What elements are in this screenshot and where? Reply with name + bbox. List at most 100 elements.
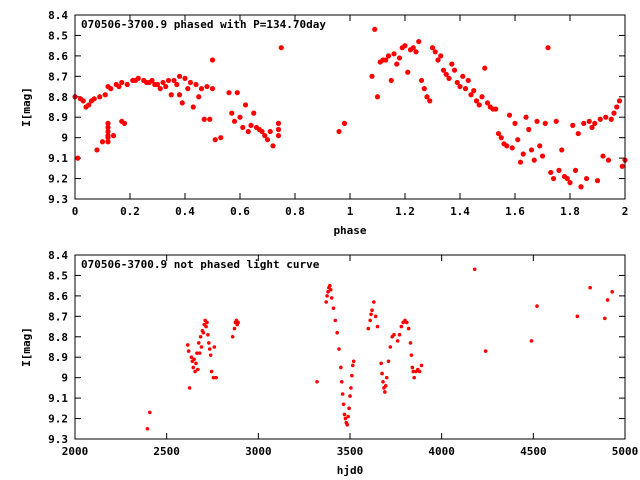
data-point — [201, 116, 207, 122]
x-tick-label: 2500 — [153, 445, 180, 458]
data-point — [97, 94, 103, 100]
data-point — [493, 106, 499, 112]
unphased-chart-frame — [74, 254, 626, 440]
y-tick-label: 9.2 — [48, 413, 68, 426]
data-point — [351, 359, 356, 364]
data-point — [346, 414, 350, 419]
data-point — [124, 81, 130, 88]
x-tick-label: 0 — [72, 205, 79, 218]
data-point — [451, 67, 458, 73]
data-point — [586, 118, 592, 124]
data-point — [231, 118, 238, 124]
data-point — [572, 167, 579, 173]
data-point — [196, 367, 200, 372]
data-point — [559, 147, 565, 153]
data-point — [209, 57, 216, 63]
data-point — [212, 137, 218, 143]
y-tick-label: 8.9 — [48, 351, 68, 364]
data-point — [251, 110, 257, 116]
data-point — [148, 410, 152, 415]
data-point — [429, 45, 436, 51]
data-point — [185, 86, 191, 92]
data-point — [506, 112, 513, 118]
data-point — [603, 114, 609, 120]
data-point — [392, 332, 396, 337]
data-point — [372, 300, 376, 304]
data-point — [366, 326, 371, 331]
data-point — [435, 57, 441, 63]
x-tick-label: 0.8 — [285, 205, 305, 218]
data-point — [207, 347, 212, 351]
data-point — [75, 155, 81, 161]
data-point — [348, 394, 352, 398]
data-point — [427, 98, 433, 104]
data-point — [548, 169, 554, 176]
data-point — [605, 298, 610, 302]
data-point — [396, 55, 403, 61]
data-point — [207, 341, 211, 345]
data-point — [205, 320, 209, 325]
data-point — [397, 332, 402, 337]
data-point — [176, 92, 183, 98]
data-point — [347, 406, 351, 411]
data-point — [405, 320, 409, 325]
data-point — [578, 184, 584, 190]
y-tick-label: 8.4 — [48, 249, 68, 262]
data-point — [368, 318, 372, 323]
data-point — [515, 137, 521, 143]
data-point — [342, 412, 347, 417]
data-point — [191, 365, 196, 370]
data-point — [192, 357, 196, 362]
data-point — [91, 96, 97, 102]
x-tick-label: 2000 — [62, 445, 89, 458]
data-point — [495, 130, 502, 137]
data-point — [325, 294, 329, 298]
data-point — [529, 339, 534, 343]
y-tick-label: 8.9 — [48, 111, 68, 124]
data-point — [619, 163, 625, 169]
data-point — [517, 159, 524, 165]
data-point — [409, 353, 414, 357]
data-point — [160, 79, 166, 86]
data-point — [331, 306, 336, 310]
data-point — [198, 86, 205, 92]
data-point — [592, 120, 598, 126]
data-point — [504, 143, 510, 149]
data-point — [443, 71, 449, 77]
data-point — [575, 314, 580, 319]
data-point — [349, 386, 353, 390]
unphased-chart-x-label: hjd0 — [337, 464, 364, 477]
x-tick-label: 0.6 — [230, 205, 250, 218]
data-point — [476, 102, 482, 108]
data-point — [614, 104, 620, 110]
data-point — [600, 153, 606, 159]
x-tick-label: 1 — [347, 205, 354, 218]
unphased-chart-x-tick-labels: 2000 2500 3000 3500 4000 4500 5000 — [62, 445, 639, 458]
data-point — [471, 88, 477, 94]
y-tick-label: 9.3 — [48, 433, 68, 446]
data-point — [416, 38, 422, 45]
data-point — [102, 92, 108, 98]
x-tick-label: 1.2 — [395, 205, 415, 218]
unphased-chart: 8.4 8.5 8.6 8.7 8.8 8.9 9 9.1 9.2 9.3 2000 2500 300… — [20, 249, 638, 477]
data-point — [94, 147, 100, 153]
data-point — [218, 135, 224, 141]
data-point — [408, 341, 413, 345]
data-point — [275, 120, 282, 126]
data-point — [336, 128, 342, 135]
data-point — [567, 180, 573, 186]
data-point — [417, 369, 422, 374]
data-point — [457, 83, 463, 90]
data-point — [259, 128, 265, 135]
x-tick-label: 2 — [622, 205, 629, 218]
data-point — [262, 133, 268, 139]
data-point — [335, 330, 339, 335]
data-point — [534, 118, 540, 124]
y-tick-label: 8.6 — [48, 50, 68, 63]
data-point — [350, 373, 354, 378]
data-point — [204, 324, 208, 329]
x-tick-label: 0.2 — [120, 205, 140, 218]
data-point — [402, 43, 408, 49]
data-point — [193, 81, 199, 88]
phased-chart-points — [72, 26, 628, 190]
